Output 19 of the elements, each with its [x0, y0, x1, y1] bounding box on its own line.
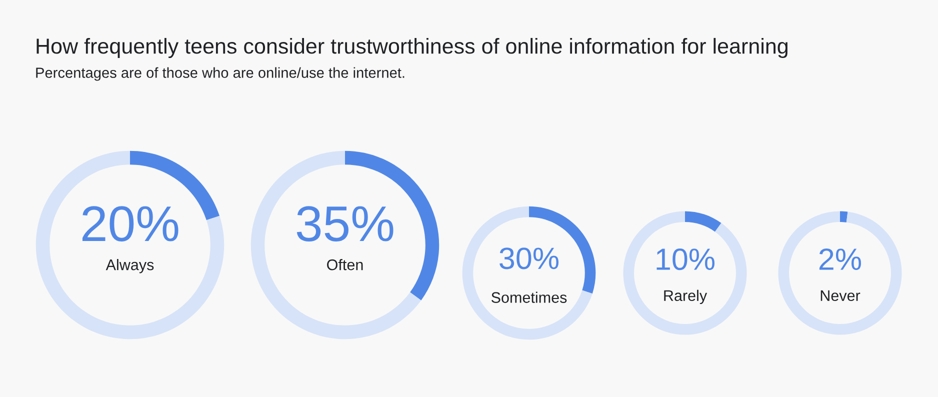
text: Sometimes: [491, 292, 567, 303]
text: Often: [327, 259, 363, 270]
donut-slice: [462, 206, 592, 340]
donut-slice: [36, 150, 224, 340]
chart-subtitle: Percentages are of those who are online/use the internet.: [36, 67, 404, 81]
data-label: 30%: [500, 248, 558, 270]
data-label: 10%: [656, 248, 714, 270]
data-label: 2%: [819, 248, 861, 270]
data-label: 35%: [296, 206, 394, 242]
text: Rarely: [664, 290, 708, 304]
donut-slice: [250, 150, 422, 340]
donut-slice: [840, 211, 848, 222]
text: Always: [106, 259, 154, 274]
data-label: 20%: [82, 206, 178, 242]
donut-slice: [778, 211, 902, 335]
donut-slice: [685, 211, 722, 232]
text: Never: [820, 290, 860, 302]
text: How frequently teens consider trustworthiness of online information for learning: [36, 38, 788, 58]
donut-slice: [623, 211, 747, 335]
